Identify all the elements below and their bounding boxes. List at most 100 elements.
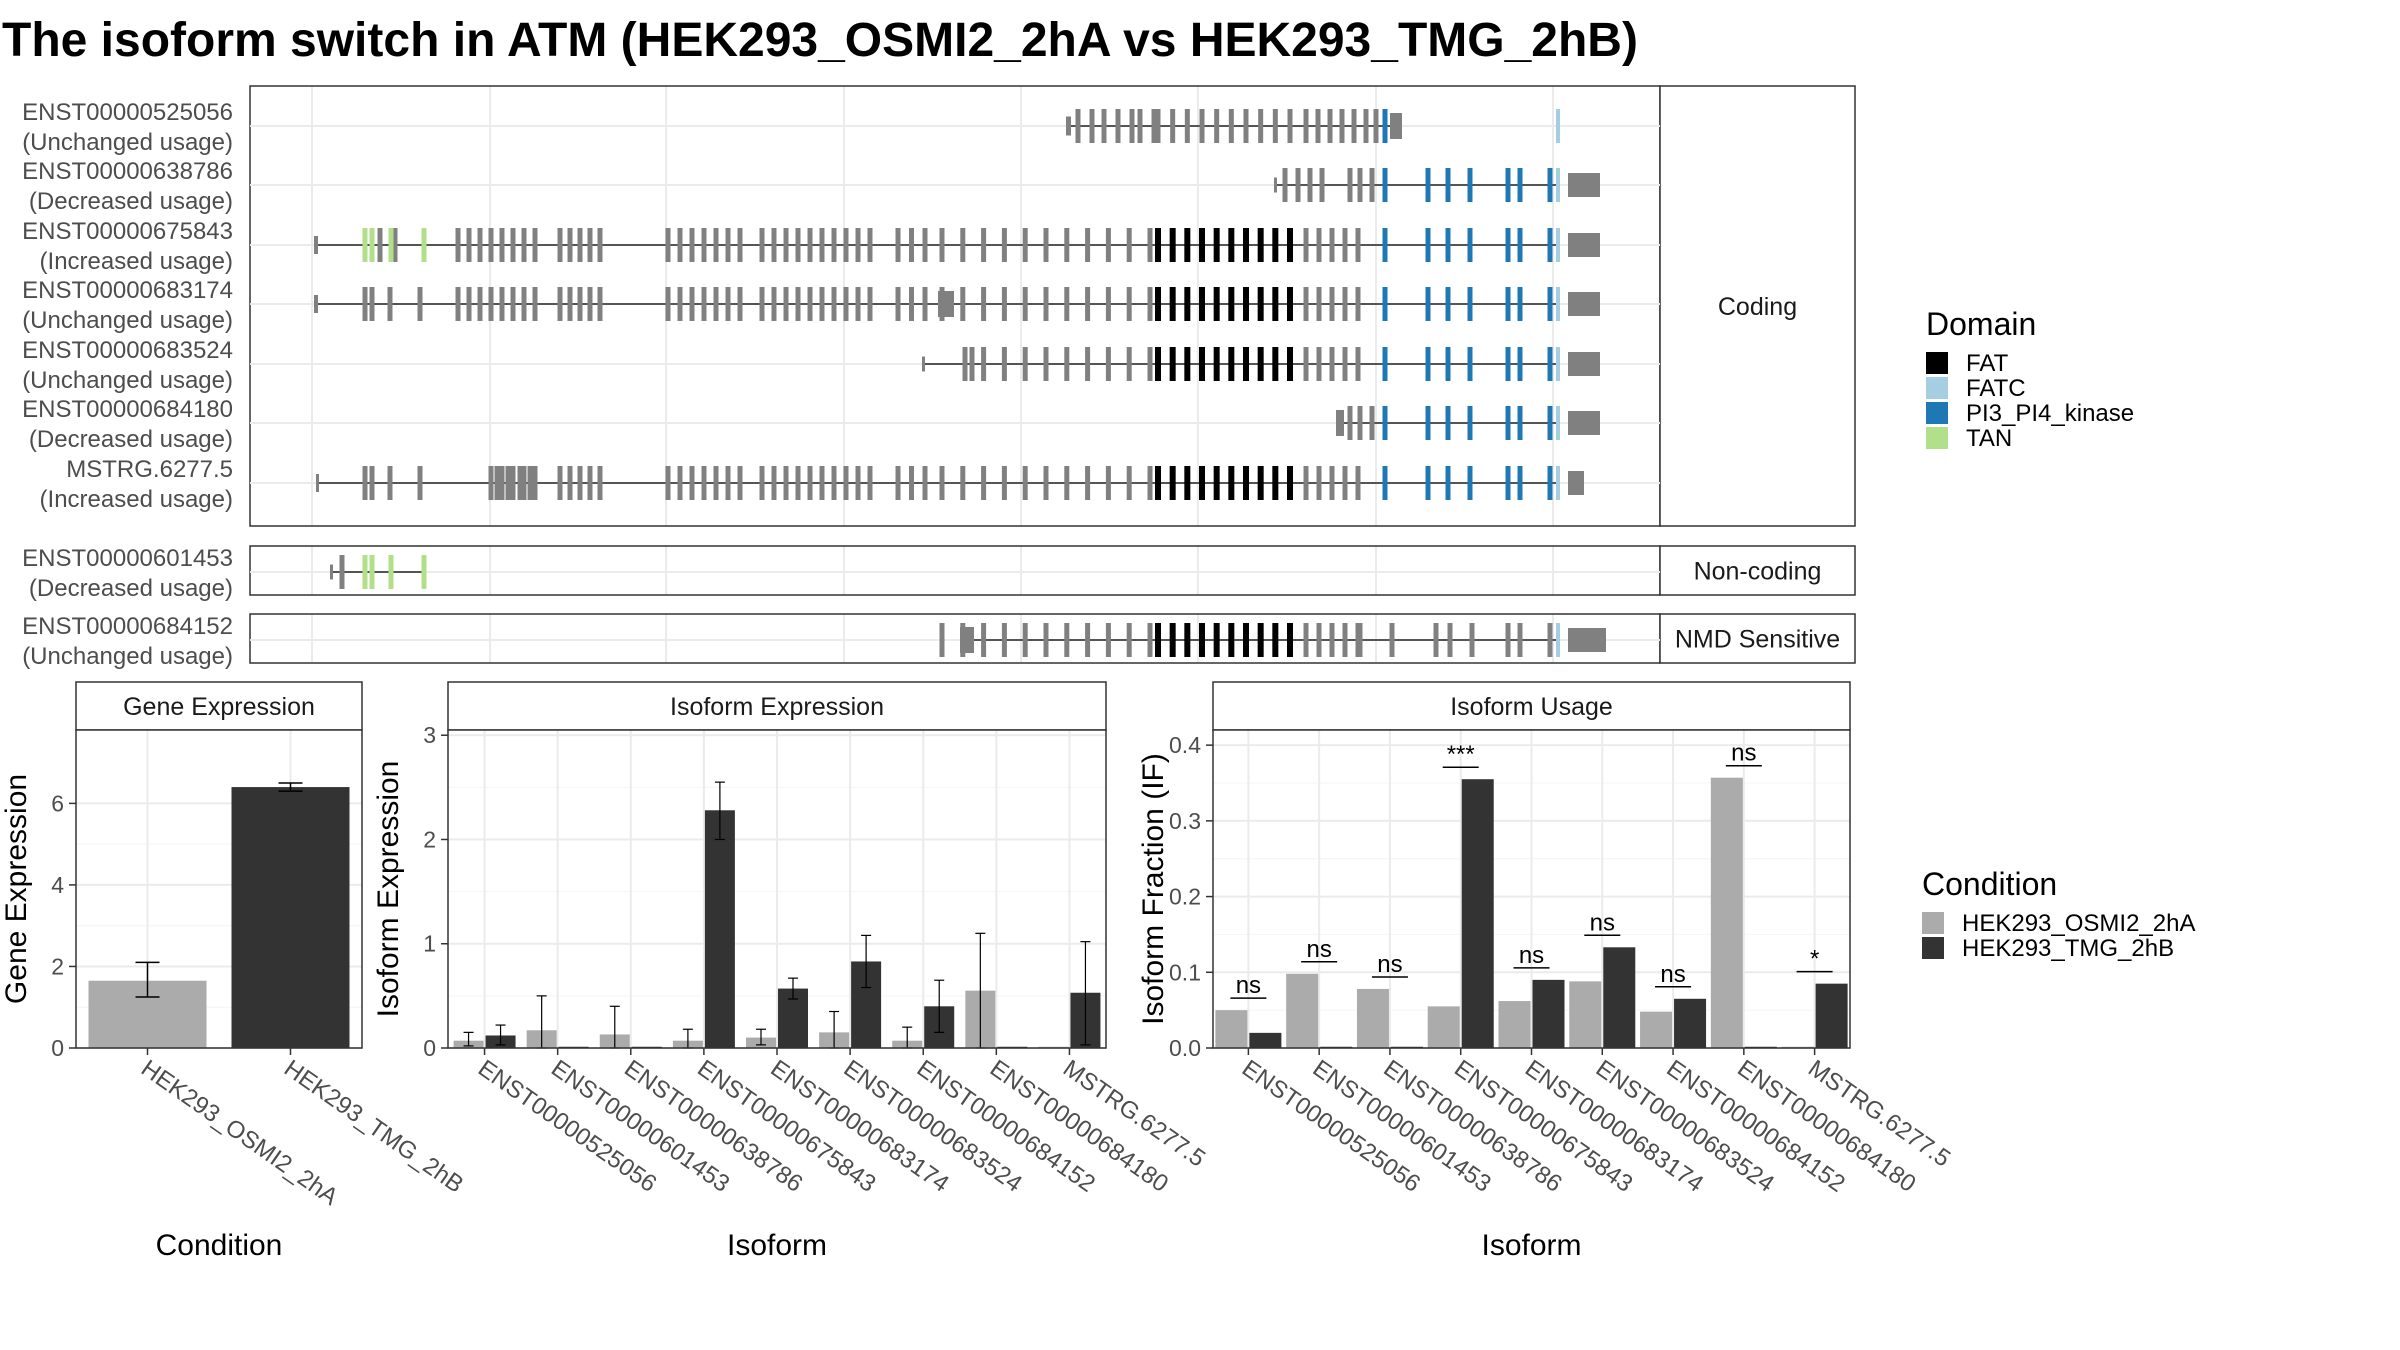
exon	[855, 287, 861, 321]
kinase-domain-exon	[1547, 287, 1553, 321]
y-tick-label: 0.4	[1169, 732, 1201, 758]
bar-charts: Gene Expression0246HEK293_OSMI2_2hAHEK29…	[0, 681, 1955, 1262]
fat-domain-exon	[1169, 287, 1176, 321]
exon	[532, 466, 538, 500]
exon	[1329, 228, 1335, 262]
exon	[909, 287, 914, 321]
exon	[567, 287, 573, 321]
exon	[387, 287, 393, 321]
kinase-domain-exon	[1547, 406, 1553, 440]
exon	[527, 466, 533, 500]
fat-domain-exon	[1228, 466, 1235, 500]
exon	[1089, 109, 1095, 143]
tan-domain-exon	[421, 555, 427, 589]
exon	[1389, 623, 1395, 657]
exon	[1126, 466, 1132, 500]
kinase-domain-exon	[1505, 466, 1511, 500]
exon	[521, 466, 527, 500]
utr-block	[960, 627, 974, 653]
exon	[597, 287, 603, 321]
exon	[1316, 347, 1322, 381]
exon	[1105, 228, 1111, 262]
exon	[521, 228, 527, 262]
legend-label: HEK293_TMG_2hB	[1962, 935, 2174, 962]
exon	[477, 228, 483, 262]
kinase-domain-exon	[1445, 466, 1451, 500]
transcript-id-label: ENST00000684180	[22, 396, 233, 423]
transcript-status-label: (Decreased usage)	[29, 188, 233, 215]
figure-title: The isoform switch in ATM (HEK293_OSMI2_…	[2, 14, 1638, 67]
fat-domain-exon	[1257, 347, 1264, 381]
exon	[1064, 466, 1070, 500]
exon	[701, 228, 707, 262]
exon	[455, 287, 461, 321]
exon	[1355, 228, 1361, 262]
exon	[1342, 287, 1348, 321]
fat-domain-exon	[1228, 287, 1235, 321]
tan-domain-exon	[369, 228, 375, 262]
exon	[532, 228, 538, 262]
exon	[1075, 109, 1081, 143]
exon	[1085, 623, 1091, 657]
kinase-domain-exon	[1517, 406, 1523, 440]
exon	[1433, 623, 1439, 657]
exon	[510, 228, 516, 262]
fat-domain-exon	[1287, 466, 1293, 500]
utr-start	[1274, 177, 1277, 193]
y-axis-title: Gene Expression	[0, 774, 33, 1004]
exon	[1105, 287, 1111, 321]
fat-domain-exon	[1184, 287, 1191, 321]
exon	[759, 287, 765, 321]
exon	[981, 228, 987, 262]
kinase-domain-exon	[1547, 347, 1553, 381]
significance-label: ns	[1306, 936, 1331, 963]
kinase-domain-exon	[1445, 347, 1451, 381]
fat-domain-exon	[1243, 347, 1249, 381]
exon	[1085, 466, 1091, 500]
kinase-domain-exon	[1505, 347, 1511, 381]
transcript-structure-panel: Coding Non-coding NMD Sensitive ENST0000052…	[22, 85, 1856, 670]
exon	[1043, 287, 1049, 321]
exon	[1303, 466, 1309, 500]
bar-ENST00000683174-HEK293_TMG_2hB	[1532, 979, 1565, 1048]
exon	[737, 287, 743, 321]
exon	[417, 466, 423, 500]
exon	[922, 466, 928, 500]
y-axis-title: Isoform Fraction (IF)	[1137, 753, 1170, 1025]
fatc-domain-exon	[1556, 466, 1560, 500]
exon	[1243, 109, 1249, 143]
exon	[855, 228, 861, 262]
exon	[1355, 347, 1361, 381]
bar-ENST00000638786-HEK293_OSMI2_2hA	[1356, 988, 1389, 1048]
bar-ENST00000684152-HEK293_OSMI2_2hA	[1640, 1011, 1673, 1048]
exon	[392, 228, 398, 262]
exon	[689, 228, 695, 262]
plot-border	[75, 729, 363, 1049]
exon	[1339, 109, 1345, 143]
kinase-domain-exon	[1517, 347, 1523, 381]
exon	[1043, 623, 1049, 657]
group-strip-label: Non-coding	[1694, 558, 1822, 586]
exon	[466, 287, 472, 321]
exon	[795, 228, 801, 262]
exon	[1272, 109, 1278, 143]
exon	[922, 287, 928, 321]
group-strip-label: Coding	[1718, 293, 1797, 321]
exon	[701, 466, 707, 500]
exon	[1101, 109, 1107, 143]
legend-key	[1922, 937, 1944, 959]
tan-domain-exon	[362, 555, 368, 589]
legend-title: Domain	[1926, 306, 2036, 342]
x-axis-title: Isoform	[1481, 1229, 1581, 1262]
kinase-domain-exon	[1547, 168, 1553, 202]
exon	[510, 466, 516, 500]
exon	[1147, 623, 1153, 657]
exon	[1199, 109, 1205, 143]
transcript-status-label: (Increased usage)	[40, 486, 233, 513]
utr-end	[1568, 173, 1600, 197]
utr-start	[922, 356, 925, 372]
fatc-domain-exon	[1556, 287, 1560, 321]
kinase-domain-exon	[1425, 287, 1431, 321]
exon	[1147, 287, 1153, 321]
